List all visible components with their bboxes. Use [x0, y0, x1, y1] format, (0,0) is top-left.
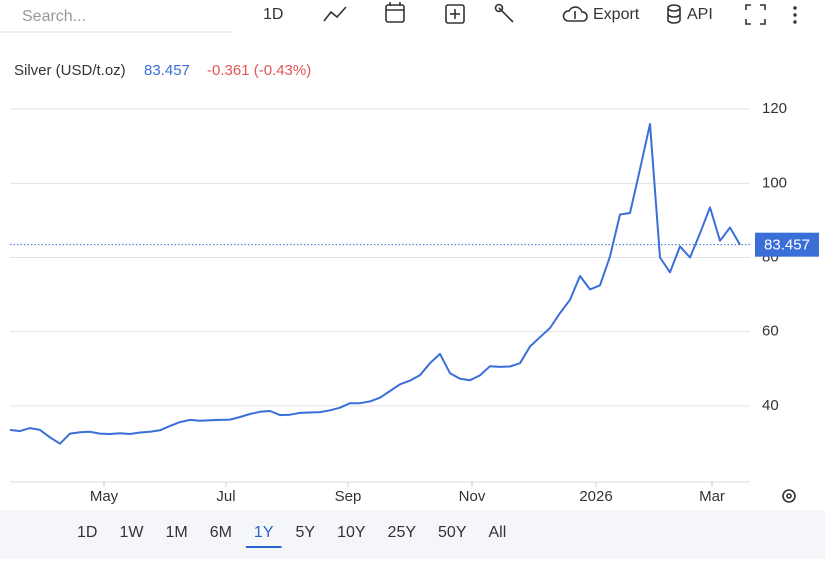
x-tick-label: May: [90, 488, 119, 505]
export-button[interactable]: Export: [593, 6, 640, 23]
tools-icon[interactable]: [494, 3, 514, 23]
range-bar: [0, 510, 825, 559]
export-icon[interactable]: [562, 6, 588, 22]
range-button[interactable]: 25Y: [388, 524, 417, 541]
range-button[interactable]: 1Y: [254, 524, 274, 541]
range-button[interactable]: 1D: [77, 524, 97, 541]
range-buttons: 1D 1W 1M 6M 1Y 5Y 10Y 25Y 50Y All: [77, 524, 506, 548]
api-icon[interactable]: [667, 4, 681, 24]
range-button[interactable]: All: [488, 524, 506, 541]
range-button[interactable]: 1M: [165, 524, 187, 541]
x-tick-label: Jul: [216, 488, 235, 505]
y-tick-label: 40: [762, 397, 779, 414]
range-button[interactable]: 6M: [210, 524, 232, 541]
x-tick-label: Nov: [459, 488, 486, 505]
fullscreen-icon[interactable]: [745, 4, 766, 25]
x-tick-label: Mar: [699, 488, 725, 505]
menu-icon[interactable]: [793, 6, 797, 24]
search-placeholder[interactable]: Search...: [22, 8, 86, 25]
price-line: [9, 123, 741, 445]
range-button[interactable]: 5Y: [296, 524, 316, 541]
legend-change: -0.361 (-0.43%): [207, 62, 311, 79]
last-price-label: 83.457: [764, 237, 810, 254]
legend-price: 83.457: [144, 62, 190, 79]
x-tick-label: Sep: [335, 488, 362, 505]
add-icon[interactable]: [445, 4, 465, 24]
x-tick-label: 2026: [579, 488, 612, 505]
y-tick-label: 120: [762, 100, 787, 117]
legend-name: Silver (USD/t.oz): [14, 62, 126, 79]
range-button[interactable]: 10Y: [337, 524, 366, 541]
range-button[interactable]: 1W: [119, 524, 144, 541]
settings-icon[interactable]: [782, 489, 796, 503]
interval-button[interactable]: 1D: [263, 6, 283, 23]
y-tick-label: 100: [762, 174, 787, 191]
y-tick-label: 60: [762, 323, 779, 340]
chart-type-icon[interactable]: [323, 6, 347, 22]
search-box[interactable]: [0, 0, 232, 32]
last-price-box: [755, 232, 819, 257]
api-button[interactable]: API: [687, 6, 713, 23]
range-button[interactable]: 50Y: [438, 524, 467, 541]
calendar-icon[interactable]: [385, 2, 405, 23]
